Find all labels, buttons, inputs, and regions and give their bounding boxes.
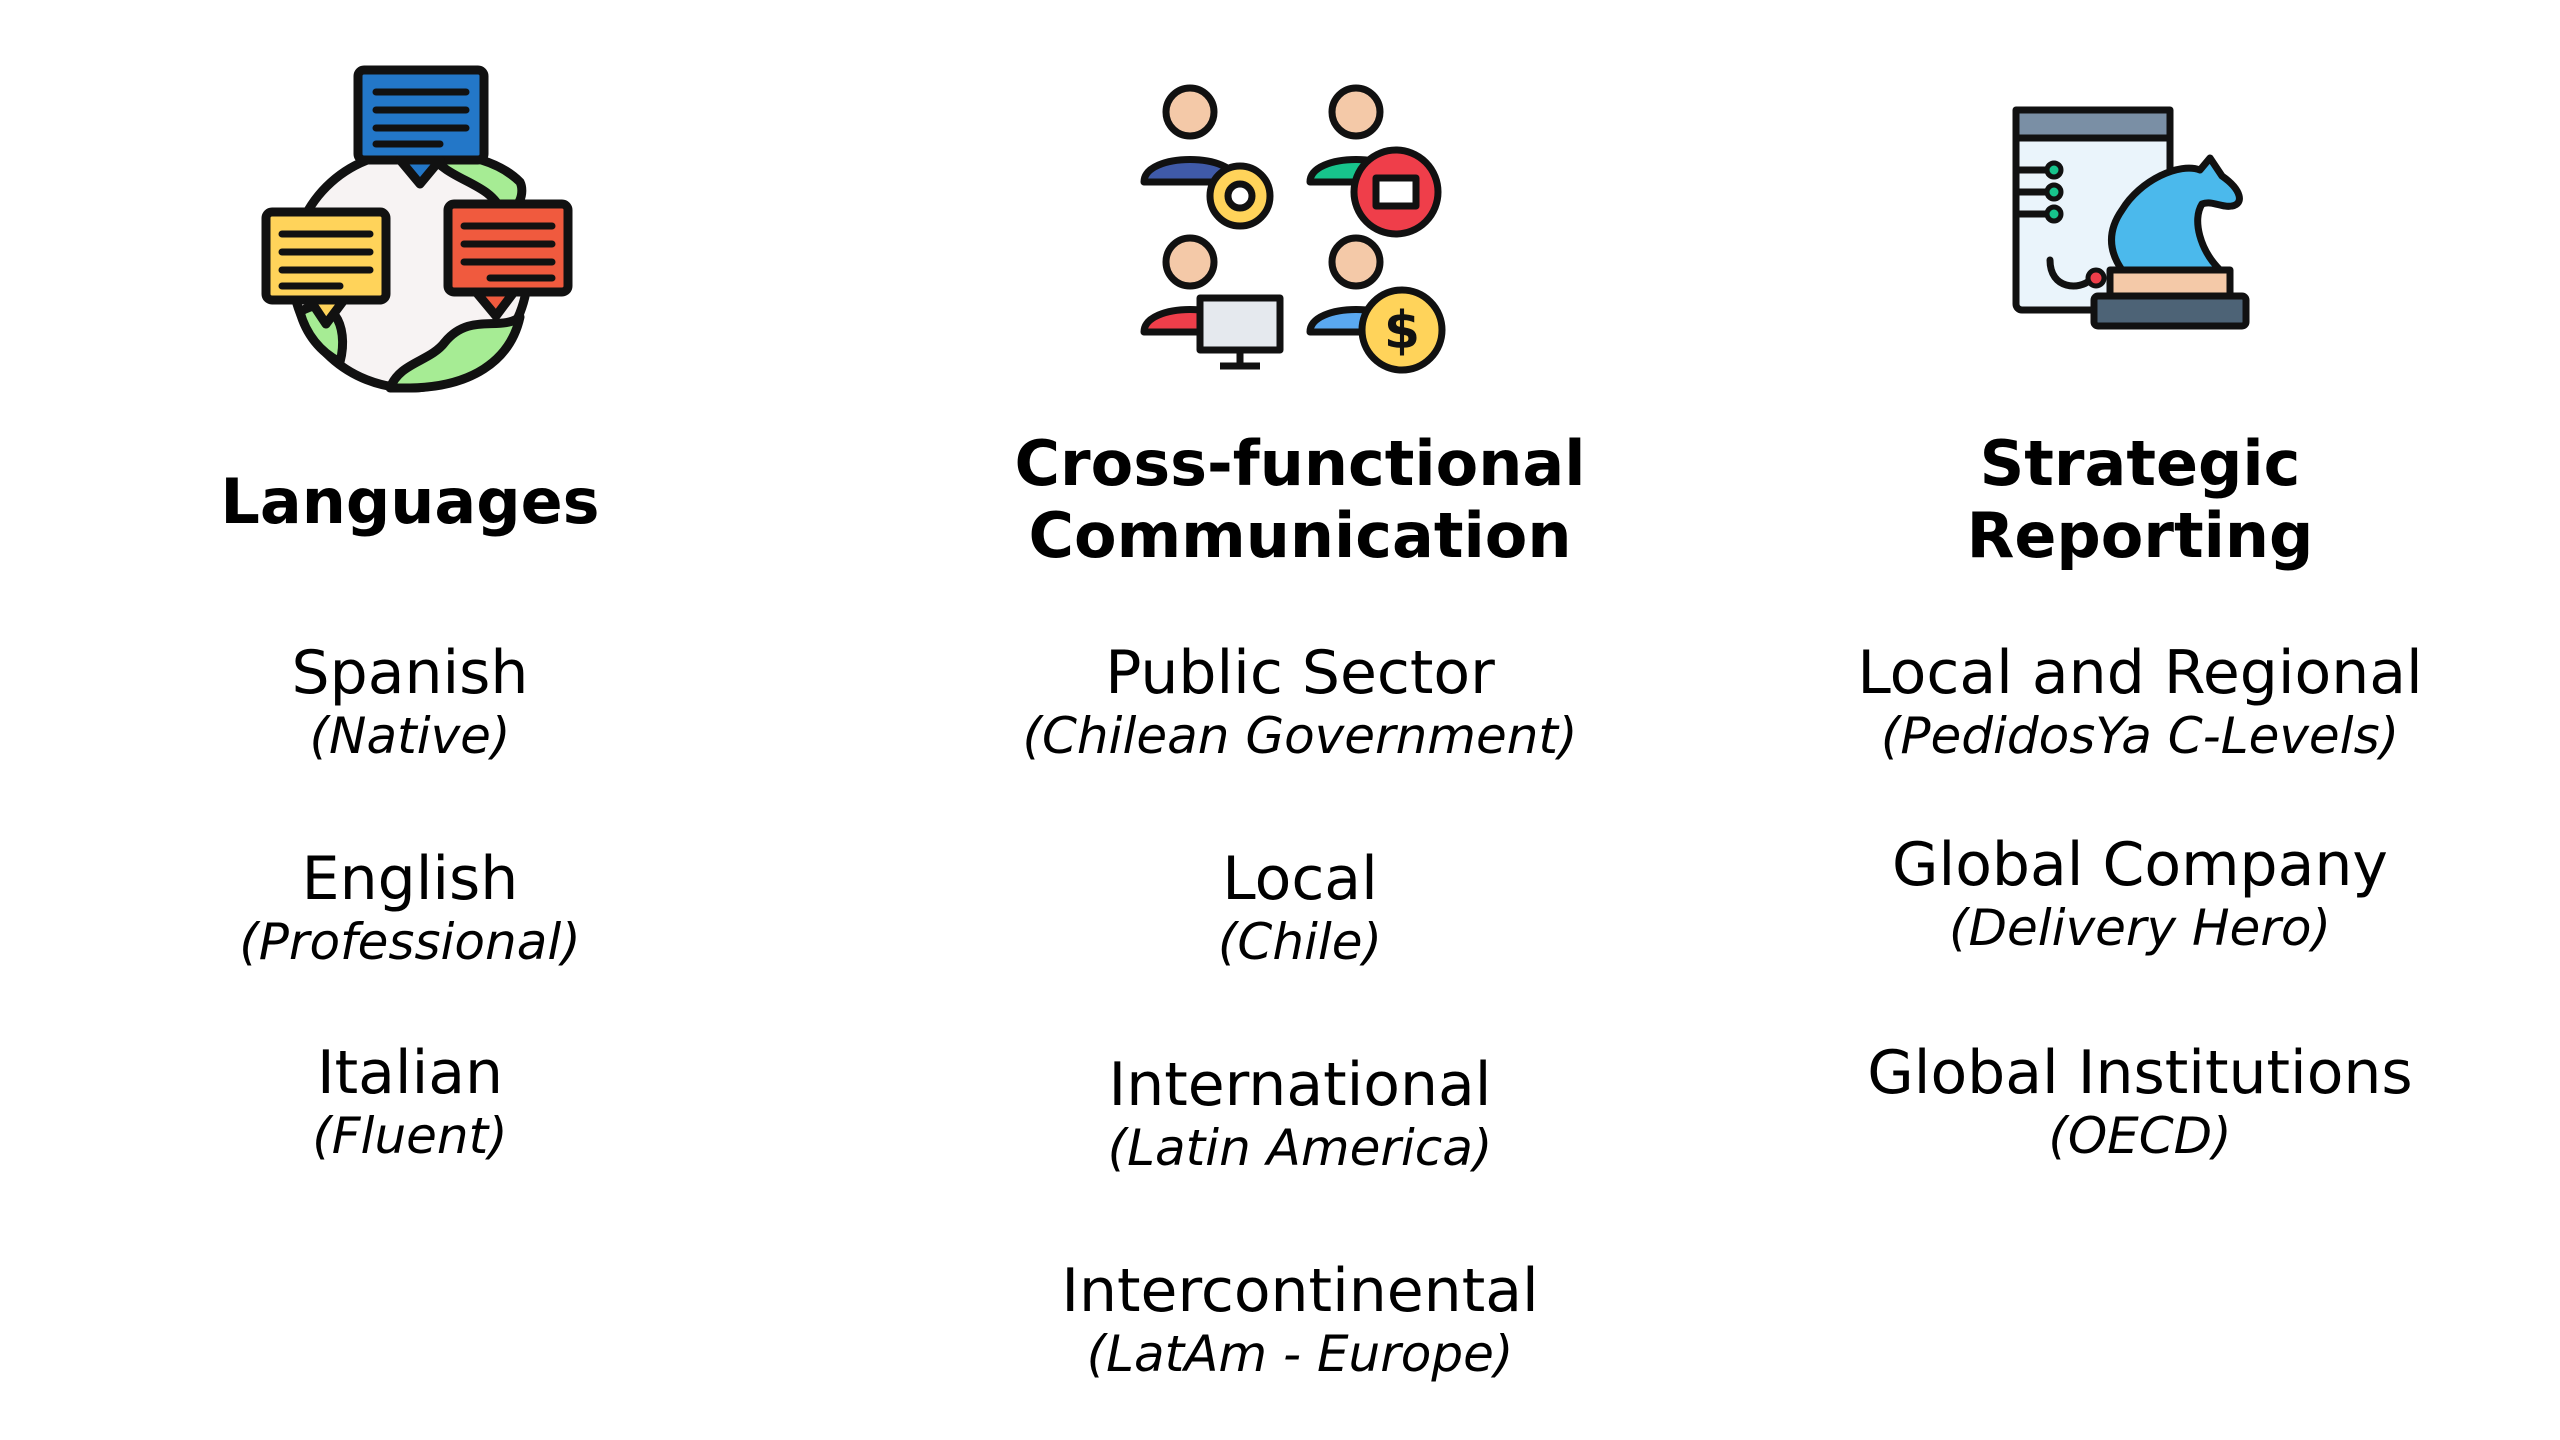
cross-functional-column: $ Cross-functional Communication Public … xyxy=(850,0,1750,1440)
svg-text:$: $ xyxy=(1384,301,1420,361)
language-entry-italian: Italian (Fluent) xyxy=(0,1040,860,1166)
entry-title: Spanish xyxy=(291,638,529,708)
entry-title: Global Company xyxy=(1892,830,2388,900)
entry-detail: (Professional) xyxy=(239,913,581,971)
heading-line: Communication xyxy=(1028,499,1572,572)
language-entry-english: English (Professional) xyxy=(0,846,860,972)
entry-detail: (Fluent) xyxy=(312,1107,508,1165)
entry-detail: (Native) xyxy=(309,707,511,765)
languages-column: Languages Spanish (Native) English (Prof… xyxy=(0,0,860,1440)
globe-speech-bubbles-icon xyxy=(261,65,573,393)
heading-line: Reporting xyxy=(1966,499,2314,572)
entry-detail: (Chile) xyxy=(1217,913,1383,971)
languages-heading: Languages xyxy=(220,465,600,538)
heading-line: Strategic xyxy=(1979,427,2301,500)
entry-detail: (Chilean Government) xyxy=(1022,707,1578,765)
communication-entry-international: International (Latin America) xyxy=(850,1052,1750,1178)
entry-title: English xyxy=(301,844,519,914)
heading-line: Cross-functional xyxy=(1014,427,1586,500)
communication-entry-local: Local (Chile) xyxy=(850,846,1750,972)
entry-detail: (Delivery Hero) xyxy=(1949,899,2331,957)
entry-title: Global Institutions xyxy=(1867,1038,2413,1108)
entry-title: Public Sector xyxy=(1105,638,1495,708)
entry-detail: (OECD) xyxy=(2048,1107,2232,1165)
communication-entry-intercontinental: Intercontinental (LatAm - Europe) xyxy=(850,1258,1750,1384)
strategy-chess-knight-icon xyxy=(2012,106,2250,330)
reporting-entry-local-regional: Local and Regional (PedidosYa C-Levels) xyxy=(1690,640,2560,766)
team-roles-icon: $ xyxy=(1140,84,1446,374)
entry-detail: (LatAm - Europe) xyxy=(1086,1325,1514,1383)
entry-title: International xyxy=(1108,1050,1492,1120)
entry-detail: (Latin America) xyxy=(1107,1119,1493,1177)
strategic-reporting-heading: Strategic Reporting xyxy=(1690,428,2560,572)
entry-title: Local and Regional xyxy=(1857,638,2423,708)
entry-title: Local xyxy=(1222,844,1378,914)
entry-title: Italian xyxy=(316,1038,504,1108)
reporting-entry-global-institutions: Global Institutions (OECD) xyxy=(1690,1040,2560,1166)
entry-title: Intercontinental xyxy=(1061,1256,1539,1326)
strategic-reporting-column: Strategic Reporting Local and Regional (… xyxy=(1690,0,2560,1440)
language-entry-spanish: Spanish (Native) xyxy=(0,640,860,766)
communication-entry-public-sector: Public Sector (Chilean Government) xyxy=(850,640,1750,766)
entry-detail: (PedidosYa C-Levels) xyxy=(1880,707,2400,765)
reporting-entry-global-company: Global Company (Delivery Hero) xyxy=(1690,832,2560,958)
cross-functional-heading: Cross-functional Communication xyxy=(850,428,1750,572)
